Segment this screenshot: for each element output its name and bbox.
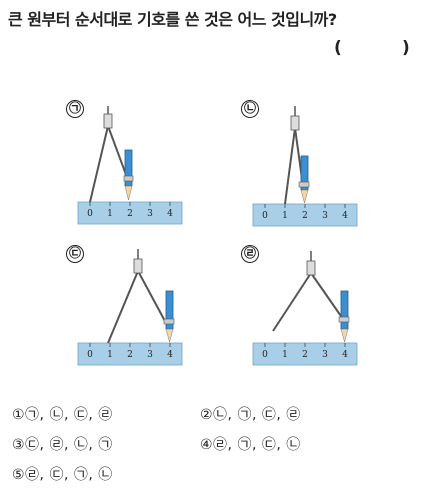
tick-label: 3 bbox=[147, 209, 153, 219]
compass bbox=[89, 106, 134, 203]
answer-paren-close: ) bbox=[402, 38, 410, 58]
tick-label: 0 bbox=[262, 350, 268, 360]
figure-d-drawing: 0 1 2 3 4 bbox=[252, 251, 358, 366]
choice-2[interactable]: ②㉡, ㉠, ㉢, ㉣ bbox=[200, 407, 301, 423]
tick-label: 4 bbox=[167, 209, 173, 219]
choice-3[interactable]: ③㉢, ㉣, ㉡, ㉠ bbox=[12, 437, 113, 453]
compass bbox=[107, 249, 175, 344]
choice-4[interactable]: ④㉣, ㉠, ㉢, ㉡ bbox=[200, 437, 301, 453]
tick-label: 3 bbox=[322, 211, 328, 221]
tick-label: 1 bbox=[282, 211, 288, 221]
choice-5[interactable]: ⑤㉣, ㉢, ㉠, ㉡ bbox=[12, 467, 113, 483]
tick-label: 1 bbox=[282, 350, 288, 360]
tick-label: 0 bbox=[87, 350, 93, 360]
compass bbox=[284, 106, 310, 205]
tick-label: 2 bbox=[302, 350, 308, 360]
tick-label: 0 bbox=[262, 211, 268, 221]
answer-blank[interactable]: ( ) bbox=[334, 38, 410, 58]
tick-label: 2 bbox=[302, 211, 308, 221]
figure-b-drawing: 0 1 2 3 4 bbox=[252, 106, 358, 227]
tick-label: 2 bbox=[127, 209, 133, 219]
figure-d: ㉣ 0 1 2 3 4 bbox=[241, 245, 365, 375]
figure-c-drawing: 0 1 2 3 4 bbox=[77, 249, 183, 366]
figure-c-label: ㉢ bbox=[66, 245, 84, 263]
figure-a: ㉠ 0 1 2 3 4 bbox=[66, 100, 190, 230]
figure-b-label: ㉡ bbox=[241, 100, 259, 118]
choice-1[interactable]: ①㉠, ㉡, ㉢, ㉣ bbox=[12, 407, 113, 423]
question-text: 큰 원부터 순서대로 기호를 쓴 것은 어느 것입니까? bbox=[8, 10, 337, 29]
tick-label: 4 bbox=[342, 211, 348, 221]
tick-label: 1 bbox=[107, 209, 113, 219]
figure-d-label: ㉣ bbox=[241, 245, 259, 263]
figure-a-label: ㉠ bbox=[66, 100, 84, 118]
figure-b: ㉡ 0 1 2 3 4 bbox=[241, 100, 365, 235]
tick-label: 4 bbox=[167, 350, 173, 360]
tick-label: 4 bbox=[342, 350, 348, 360]
tick-label: 2 bbox=[127, 350, 133, 360]
figure-c: ㉢ 0 1 2 3 4 bbox=[66, 245, 190, 375]
tick-label: 0 bbox=[87, 209, 93, 219]
answer-paren-open: ( bbox=[334, 38, 342, 58]
tick-label: 1 bbox=[107, 350, 113, 360]
tick-label: 3 bbox=[147, 350, 153, 360]
tick-label: 3 bbox=[322, 350, 328, 360]
compass bbox=[272, 251, 350, 343]
figure-a-drawing: 0 1 2 3 4 bbox=[77, 106, 183, 225]
